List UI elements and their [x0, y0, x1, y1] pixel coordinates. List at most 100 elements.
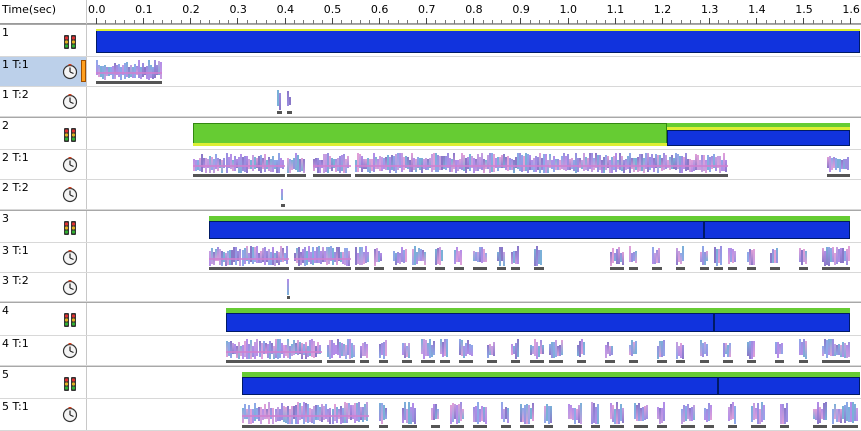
- thread-activity[interactable]: [473, 246, 488, 270]
- thread-activity[interactable]: [609, 402, 625, 428]
- process-bar[interactable]: [704, 221, 851, 239]
- thread-activity[interactable]: [286, 276, 291, 299]
- row-header[interactable]: 4: [0, 303, 87, 335]
- thread-activity[interactable]: [675, 246, 686, 270]
- thread-activity[interactable]: [798, 246, 808, 270]
- thread-activity[interactable]: [286, 153, 306, 177]
- thread-activity[interactable]: [746, 339, 757, 363]
- thread-activity[interactable]: [258, 339, 323, 363]
- thread-activity[interactable]: [609, 246, 625, 270]
- process-row[interactable]: 4: [0, 302, 861, 336]
- row-header[interactable]: 2: [0, 118, 87, 149]
- thread-activity[interactable]: [727, 402, 738, 428]
- thread-row[interactable]: 2 T:2: [0, 180, 861, 210]
- process-bar[interactable]: [242, 377, 719, 395]
- thread-activity[interactable]: [628, 339, 639, 363]
- thread-activity[interactable]: [770, 246, 780, 270]
- thread-activity[interactable]: [633, 402, 648, 428]
- thread-activity[interactable]: [822, 246, 851, 270]
- thread-activity[interactable]: [704, 402, 714, 428]
- thread-activity[interactable]: [798, 339, 808, 363]
- row-header[interactable]: 1: [0, 25, 87, 56]
- thread-activity[interactable]: [529, 339, 544, 363]
- thread-row[interactable]: 1 T:1: [0, 57, 861, 87]
- thread-activity[interactable]: [591, 402, 601, 428]
- thread-activity[interactable]: [543, 402, 554, 428]
- process-bar[interactable]: [209, 221, 705, 239]
- thread-activity[interactable]: [605, 339, 615, 363]
- thread-activity[interactable]: [548, 339, 563, 363]
- thread-activity[interactable]: [699, 339, 709, 363]
- thread-activity[interactable]: [411, 246, 427, 270]
- thread-activity[interactable]: [225, 153, 285, 177]
- thread-activity[interactable]: [812, 402, 827, 428]
- thread-activity[interactable]: [657, 339, 667, 363]
- row-header[interactable]: 3 T:1: [0, 243, 87, 272]
- thread-activity[interactable]: [355, 246, 370, 270]
- thread-activity[interactable]: [225, 339, 259, 363]
- thread-activity[interactable]: [510, 339, 521, 363]
- thread-activity[interactable]: [826, 153, 851, 177]
- thread-activity[interactable]: [723, 339, 733, 363]
- thread-activity[interactable]: [751, 402, 766, 428]
- thread-activity[interactable]: [487, 339, 497, 363]
- thread-activity[interactable]: [331, 402, 370, 428]
- process-row[interactable]: 3: [0, 210, 861, 243]
- thread-activity[interactable]: [280, 183, 285, 207]
- thread-activity[interactable]: [510, 246, 521, 270]
- thread-activity[interactable]: [430, 402, 441, 428]
- row-header[interactable]: 3 T:2: [0, 273, 87, 301]
- thread-row[interactable]: 3 T:2: [0, 273, 861, 302]
- process-row[interactable]: 1: [0, 24, 861, 57]
- process-bar[interactable]: [96, 30, 860, 53]
- thread-activity[interactable]: [822, 339, 851, 363]
- thread-activity[interactable]: [192, 153, 226, 177]
- row-header[interactable]: 1 T:2: [0, 87, 87, 116]
- thread-activity[interactable]: [496, 246, 507, 270]
- thread-activity[interactable]: [286, 90, 292, 114]
- thread-activity[interactable]: [774, 339, 785, 363]
- thread-activity[interactable]: [327, 339, 356, 363]
- thread-row[interactable]: 1 T:2: [0, 87, 861, 117]
- thread-activity[interactable]: [699, 246, 709, 270]
- thread-activity[interactable]: [209, 246, 243, 270]
- thread-activity[interactable]: [355, 153, 728, 177]
- thread-activity[interactable]: [534, 246, 544, 270]
- thread-activity[interactable]: [501, 402, 511, 428]
- process-bar[interactable]: [713, 313, 851, 332]
- process-row[interactable]: 2: [0, 117, 861, 150]
- thread-activity[interactable]: [727, 246, 738, 270]
- thread-activity[interactable]: [275, 402, 332, 428]
- thread-activity[interactable]: [360, 339, 370, 363]
- row-header[interactable]: 5: [0, 367, 87, 398]
- thread-activity[interactable]: [374, 246, 384, 270]
- row-header[interactable]: 1 T:1: [0, 57, 87, 86]
- thread-activity[interactable]: [675, 339, 686, 363]
- thread-activity[interactable]: [312, 153, 351, 177]
- process-active-bar[interactable]: [192, 123, 667, 144]
- thread-activity[interactable]: [435, 246, 445, 270]
- row-header[interactable]: 2 T:1: [0, 150, 87, 179]
- thread-activity[interactable]: [378, 339, 389, 363]
- thread-activity[interactable]: [520, 402, 535, 428]
- process-bar[interactable]: [666, 130, 851, 146]
- thread-activity[interactable]: [459, 339, 474, 363]
- thread-activity[interactable]: [96, 60, 162, 84]
- thread-activity[interactable]: [421, 339, 436, 363]
- thread-row[interactable]: 3 T:1: [0, 243, 861, 273]
- thread-activity[interactable]: [454, 246, 464, 270]
- process-bar[interactable]: [718, 377, 860, 395]
- thread-activity[interactable]: [567, 402, 582, 428]
- thread-activity[interactable]: [473, 402, 488, 428]
- thread-activity[interactable]: [831, 402, 858, 428]
- thread-activity[interactable]: [713, 246, 724, 270]
- row-header[interactable]: 2 T:2: [0, 180, 87, 209]
- thread-activity[interactable]: [449, 402, 464, 428]
- thread-activity[interactable]: [680, 402, 695, 428]
- thread-activity[interactable]: [294, 246, 351, 270]
- thread-activity[interactable]: [242, 246, 290, 270]
- thread-activity[interactable]: [440, 339, 450, 363]
- process-bar[interactable]: [225, 313, 714, 332]
- thread-activity[interactable]: [657, 402, 667, 428]
- thread-activity[interactable]: [746, 246, 757, 270]
